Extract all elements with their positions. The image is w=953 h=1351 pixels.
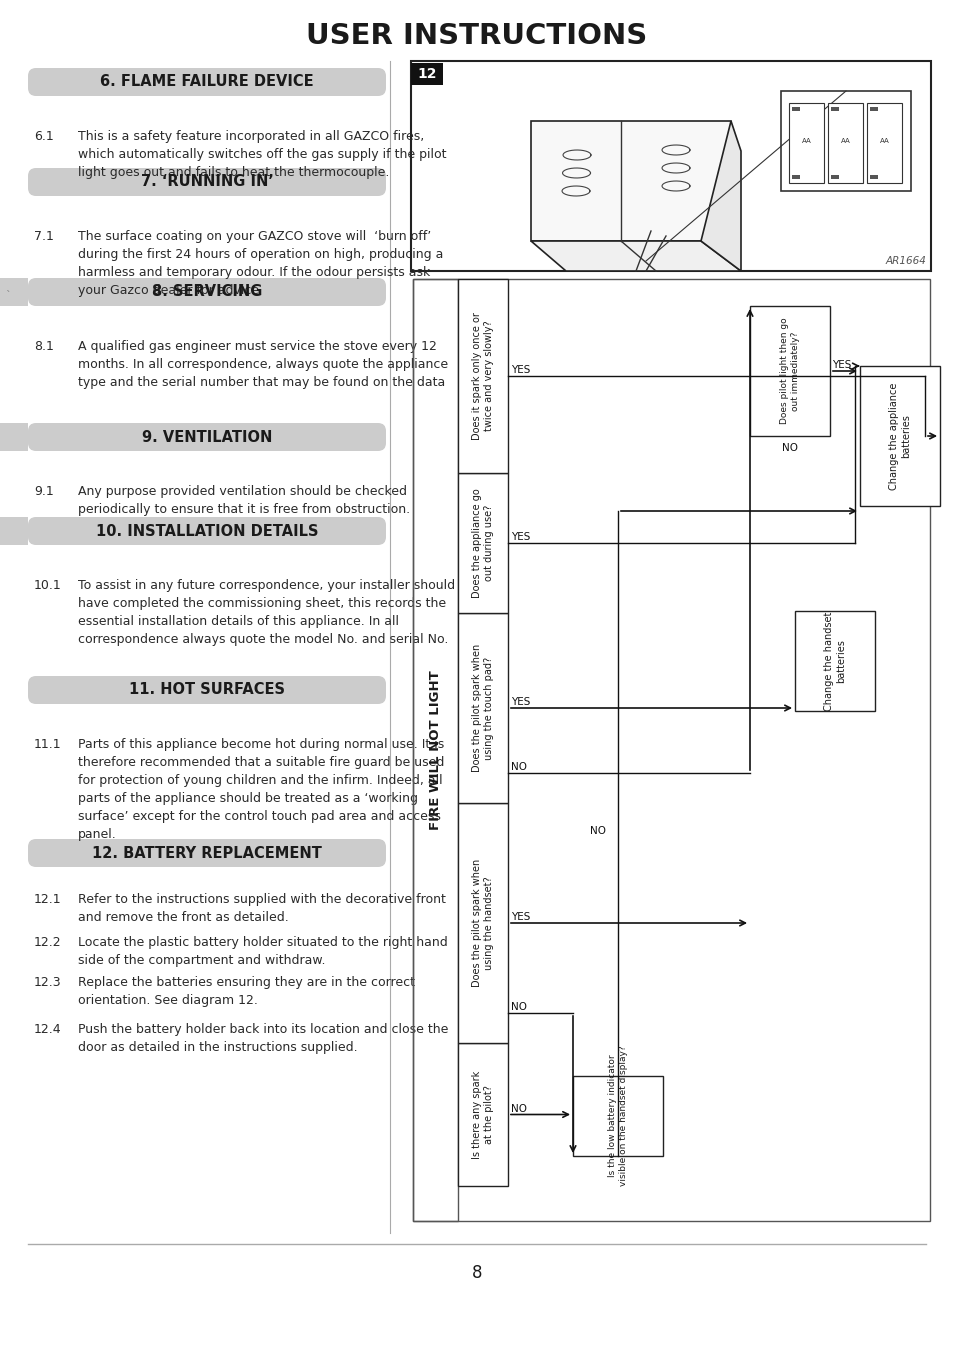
Text: Does the pilot spark when
using the handset?: Does the pilot spark when using the hand… xyxy=(472,859,494,988)
Bar xyxy=(573,1075,662,1156)
Text: Parts of this appliance become hot during normal use. It is
therefore recommende: Parts of this appliance become hot durin… xyxy=(78,738,444,842)
Text: FIRE WILL NOT LIGHT: FIRE WILL NOT LIGHT xyxy=(429,670,441,830)
Text: NO: NO xyxy=(781,443,797,453)
Text: 8. SERVICING: 8. SERVICING xyxy=(152,285,262,300)
Bar xyxy=(413,280,457,1221)
Text: Replace the batteries ensuring they are in the correct
orientation. See diagram : Replace the batteries ensuring they are … xyxy=(78,975,415,1006)
Bar xyxy=(411,63,442,85)
Text: Is there any spark
at the pilot?: Is there any spark at the pilot? xyxy=(472,1070,494,1159)
Bar xyxy=(791,176,800,178)
Bar xyxy=(788,103,823,182)
Text: Any purpose provided ventilation should be checked
periodically to ensure that i: Any purpose provided ventilation should … xyxy=(78,485,410,516)
Text: 11.1: 11.1 xyxy=(34,738,62,751)
Text: Does the pilot spark when
using the touch pad?: Does the pilot spark when using the touc… xyxy=(472,644,494,773)
Text: YES: YES xyxy=(511,532,530,542)
Text: `: ` xyxy=(5,290,10,301)
Bar xyxy=(0,423,28,451)
Text: 12. BATTERY REPLACEMENT: 12. BATTERY REPLACEMENT xyxy=(92,846,321,861)
Bar xyxy=(869,176,877,178)
Polygon shape xyxy=(531,122,730,240)
Text: 12: 12 xyxy=(416,68,436,81)
Text: 7.1: 7.1 xyxy=(34,230,53,243)
Bar xyxy=(781,91,910,190)
Text: The surface coating on your GAZCO stove will  ‘burn off’
during the first 24 hou: The surface coating on your GAZCO stove … xyxy=(78,230,443,297)
Text: Does pilot light then go
out immediately?: Does pilot light then go out immediately… xyxy=(780,317,799,424)
Text: YES: YES xyxy=(511,697,530,707)
Text: Does the appliance go
out during use?: Does the appliance go out during use? xyxy=(472,488,494,598)
Text: Does it spark only once or
twice and very slowly?: Does it spark only once or twice and ver… xyxy=(472,312,494,440)
Polygon shape xyxy=(531,240,740,272)
Text: To assist in any future correspondence, your installer should
have completed the: To assist in any future correspondence, … xyxy=(78,580,455,646)
Text: NO: NO xyxy=(511,762,526,771)
Text: 10.1: 10.1 xyxy=(34,580,62,592)
Text: Push the battery holder back into its location and close the
door as detailed in: Push the battery holder back into its lo… xyxy=(78,1023,448,1054)
Text: NO: NO xyxy=(511,1104,526,1113)
Text: 12.2: 12.2 xyxy=(34,936,62,948)
Polygon shape xyxy=(700,122,740,272)
Bar xyxy=(866,103,901,182)
Text: 8.1: 8.1 xyxy=(34,340,53,353)
Text: Is the low battery indicator
visible on the handset display?: Is the low battery indicator visible on … xyxy=(608,1046,627,1186)
Text: Locate the plastic battery holder situated to the right hand
side of the compart: Locate the plastic battery holder situat… xyxy=(78,936,447,967)
Text: YES: YES xyxy=(511,365,530,376)
Bar xyxy=(457,473,507,613)
Text: 11. HOT SURFACES: 11. HOT SURFACES xyxy=(129,682,285,697)
Bar xyxy=(413,280,929,1221)
FancyBboxPatch shape xyxy=(28,68,386,96)
Bar xyxy=(457,280,507,473)
Text: 6.1: 6.1 xyxy=(34,130,53,143)
Text: 8: 8 xyxy=(471,1265,482,1282)
FancyBboxPatch shape xyxy=(28,423,386,451)
Bar xyxy=(0,517,28,544)
Text: 9. VENTILATION: 9. VENTILATION xyxy=(142,430,272,444)
Text: AA: AA xyxy=(879,138,888,145)
Text: This is a safety feature incorporated in all GAZCO fires,
which automatically sw: This is a safety feature incorporated in… xyxy=(78,130,446,178)
Bar xyxy=(869,107,877,111)
FancyBboxPatch shape xyxy=(28,168,386,196)
Text: YES: YES xyxy=(831,359,850,370)
Text: AR1664: AR1664 xyxy=(884,255,925,266)
Bar xyxy=(457,1043,507,1186)
Bar xyxy=(827,103,862,182)
Text: AA: AA xyxy=(840,138,849,145)
Bar xyxy=(457,613,507,802)
Bar xyxy=(830,176,838,178)
Text: AA: AA xyxy=(801,138,810,145)
Text: NO: NO xyxy=(589,825,605,836)
Text: 12.3: 12.3 xyxy=(34,975,62,989)
Text: 12.4: 12.4 xyxy=(34,1023,62,1036)
Bar xyxy=(830,107,838,111)
Text: Change the appliance
batteries: Change the appliance batteries xyxy=(888,382,910,489)
Text: A qualified gas engineer must service the stove every 12
months. In all correspo: A qualified gas engineer must service th… xyxy=(78,340,448,389)
Text: 6. FLAME FAILURE DEVICE: 6. FLAME FAILURE DEVICE xyxy=(100,74,314,89)
Bar xyxy=(0,278,28,305)
Text: 10. INSTALLATION DETAILS: 10. INSTALLATION DETAILS xyxy=(95,523,318,539)
FancyBboxPatch shape xyxy=(28,839,386,867)
FancyBboxPatch shape xyxy=(28,517,386,544)
Text: NO: NO xyxy=(511,1002,526,1012)
Bar xyxy=(749,305,829,436)
Bar xyxy=(859,366,939,507)
FancyBboxPatch shape xyxy=(28,676,386,704)
Text: Change the handset
batteries: Change the handset batteries xyxy=(823,611,845,711)
Text: YES: YES xyxy=(511,912,530,921)
Text: USER INSTRUCTIONS: USER INSTRUCTIONS xyxy=(306,22,647,50)
Bar xyxy=(794,611,874,711)
Text: Refer to the instructions supplied with the decorative front
and remove the fron: Refer to the instructions supplied with … xyxy=(78,893,445,924)
Bar xyxy=(457,802,507,1043)
Text: 7. ‘RUNNING IN’: 7. ‘RUNNING IN’ xyxy=(140,174,274,189)
Bar xyxy=(791,107,800,111)
Bar xyxy=(411,61,930,272)
Text: 9.1: 9.1 xyxy=(34,485,53,499)
Text: 12.1: 12.1 xyxy=(34,893,62,907)
FancyBboxPatch shape xyxy=(28,278,386,305)
